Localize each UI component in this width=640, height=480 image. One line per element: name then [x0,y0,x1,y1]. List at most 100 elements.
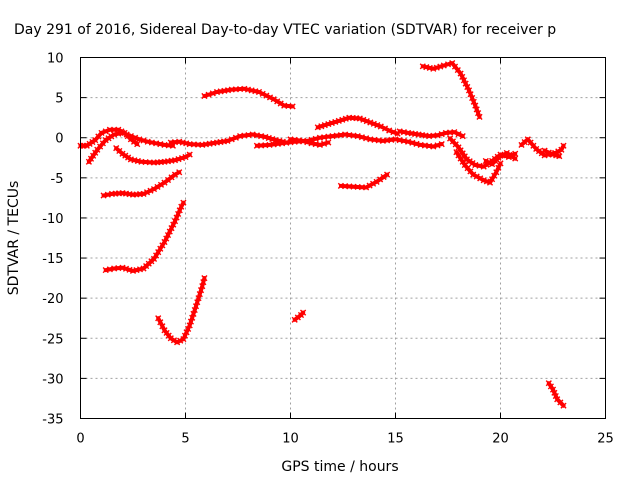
data-point [180,335,187,343]
y-tick-label: -20 [42,292,63,307]
data-point [370,180,377,187]
data-point [154,183,161,191]
data-point [354,133,361,140]
data-point [314,124,321,131]
data-point [173,214,180,221]
x-tick-label: 25 [597,432,614,447]
data-point [541,147,548,154]
data-point [171,171,179,178]
data-point [476,113,483,120]
data-point [556,153,563,160]
data-point [170,221,177,228]
data-point [552,392,559,400]
x-axis-title: GPS time / hours [281,459,398,475]
satellite-track [287,136,332,149]
grid-lines [80,57,606,419]
data-point [409,139,416,146]
data-point [176,207,183,214]
data-point [186,151,193,158]
data-point [444,61,452,68]
satellite-track [396,128,466,140]
data-point [486,179,494,186]
data-point [374,122,381,129]
data-point [123,131,130,138]
data-point [545,149,552,156]
satellite-track [113,145,193,166]
data-point [328,119,335,127]
data-point [127,133,134,140]
data-point [384,171,391,178]
x-tick-label: 0 [76,432,84,447]
data-point [168,225,175,232]
data-point [126,266,133,273]
data-point [182,153,189,161]
data-point [175,156,182,163]
data-point [470,98,477,105]
data-point [370,120,377,127]
data-point [161,238,168,246]
data-point [266,94,274,101]
data-point [201,92,208,100]
x-tick-label: 20 [492,432,509,447]
data-point [157,319,164,326]
data-point [512,155,519,162]
data-point [549,386,557,393]
data-point [183,329,190,336]
satellite-track [545,380,567,409]
satellite-track [201,85,296,110]
satellite-track [453,149,504,186]
data-point [475,110,482,117]
data-point [164,231,172,239]
data-point [434,132,441,139]
data-point [300,309,307,316]
data-point [545,380,552,387]
track-line [254,132,444,149]
data-point [318,123,325,130]
data-point [390,129,397,136]
data-point [150,185,158,193]
satellite-track [314,114,401,137]
y-tick-label: -5 [51,172,64,187]
data-point [170,337,178,344]
data-point [438,141,445,148]
data-point [185,325,192,332]
data-point [157,181,165,188]
data-point [209,90,216,97]
data-point [457,70,464,77]
data-point [358,134,365,141]
satellite-track [100,169,183,199]
data-point [289,103,296,110]
data-point [451,129,458,136]
data-point [143,189,151,196]
y-tick-label: 0 [55,132,63,147]
data-point [180,199,187,206]
y-axis: -35 -30 -25 -20 -15 -10 -5 0 5 10 [42,52,606,428]
data-point [377,123,384,130]
data-point [380,173,387,181]
data-point [201,275,208,282]
data-point [270,96,277,103]
data-point [460,77,468,84]
data-point [459,73,466,81]
data-point [167,335,174,342]
data-point [373,178,380,185]
satellite-track [482,149,519,168]
data-point [153,252,160,259]
data-point [262,133,269,141]
data-point [195,295,202,302]
satellite-track [337,171,391,191]
data-point [178,203,185,210]
data-point [459,158,466,165]
data-point [363,184,370,191]
data-point [119,129,126,137]
data-point [491,172,498,179]
data-point [134,141,141,148]
data-point [440,62,447,69]
data-point [196,291,203,298]
data-point [155,315,162,322]
data-point [102,128,109,135]
data-point [547,383,554,390]
data-point [437,63,444,70]
data-point [473,106,480,113]
